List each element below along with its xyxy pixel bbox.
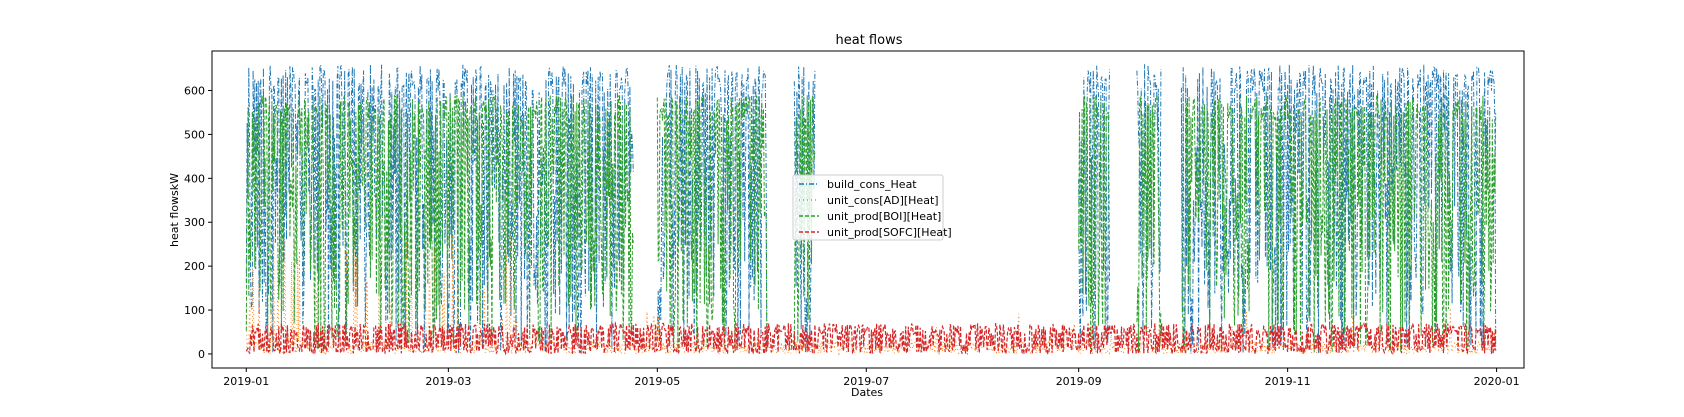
legend-label: unit_prod[SOFC][Heat] xyxy=(827,226,952,239)
x-tick-label: 2019-07 xyxy=(843,375,889,388)
series-3 xyxy=(245,94,1497,353)
legend-label: unit_cons[AD][Heat] xyxy=(827,194,939,207)
x-tick-label: 2019-05 xyxy=(634,375,680,388)
y-tick-label: 100 xyxy=(184,304,205,317)
series-line-2 xyxy=(245,227,1497,356)
x-tick-label: 2019-03 xyxy=(425,375,471,388)
x-tick-label: 2019-09 xyxy=(1056,375,1102,388)
legend-box xyxy=(792,174,944,241)
series-line-3 xyxy=(245,94,1497,353)
legend-label: unit_prod[BOI][Heat] xyxy=(827,210,941,223)
series-line-4 xyxy=(245,321,1497,356)
legend-label: build_cons_Heat xyxy=(827,178,917,191)
y-tick-label: 200 xyxy=(184,260,205,273)
x-axis: 2019-01 2019-03 2019-05 2019-07 2019-09 2019-… xyxy=(223,368,1520,388)
x-tick-label: 2020-01 xyxy=(1474,375,1520,388)
y-axis-title: heat flowskW xyxy=(168,173,181,247)
legend-items: build_cons_Heat unit_cons[AD][Heat] unit_p… xyxy=(799,178,952,239)
x-tick-label: 2019-11 xyxy=(1265,375,1311,388)
series-1 xyxy=(245,64,1497,354)
series-2 xyxy=(245,227,1497,356)
series-layer xyxy=(245,64,1497,356)
x-tick-label: 2019-01 xyxy=(223,375,269,388)
y-axis: 0 100 200 300 400 500 600 xyxy=(184,85,212,361)
chart-title: heat flows xyxy=(836,33,903,48)
y-tick-label: 300 xyxy=(184,216,205,229)
legend: build_cons_Heat unit_cons[AD][Heat] unit_p… xyxy=(792,174,952,241)
y-tick-label: 400 xyxy=(184,172,205,185)
y-tick-label: 0 xyxy=(198,348,205,361)
y-tick-label: 500 xyxy=(184,128,205,141)
plot-frame xyxy=(211,50,1525,369)
x-axis-title: Dates xyxy=(851,386,883,399)
series-4 xyxy=(245,321,1497,356)
series-line-1 xyxy=(245,64,1497,354)
y-tick-label: 600 xyxy=(184,85,205,98)
